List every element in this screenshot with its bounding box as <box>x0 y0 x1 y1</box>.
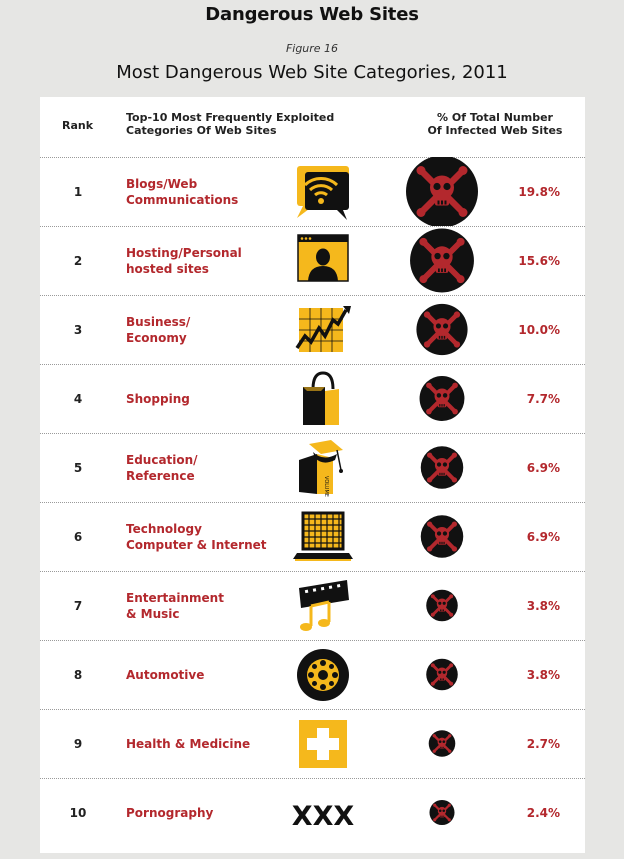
percent-cell: 15.6% <box>518 253 560 268</box>
music-film-icon <box>299 580 349 631</box>
category-line1: Hosting/Personal <box>126 245 242 260</box>
category-line1: Entertainment <box>126 590 224 605</box>
figure-title: Most Dangerous Web Site Categories, 2011 <box>116 62 508 83</box>
header-percent-line1: % Of Total Number <box>437 111 553 124</box>
personal-profile-icon <box>297 234 349 282</box>
category-cell: Education/Reference <box>126 433 276 502</box>
percent-cell: 10.0% <box>518 322 560 337</box>
rank-cell: 2 <box>73 253 83 268</box>
xxx-icon: XXX <box>292 801 355 832</box>
wheel-icon <box>297 649 349 701</box>
table-row: 6 Technology Computer & Internet 6.9% <box>40 502 585 571</box>
medical-cross-icon <box>299 720 347 768</box>
category-line2: Computer & Internet <box>126 537 267 552</box>
category-line1: Health & Medicine <box>126 736 251 751</box>
skull-marker <box>420 515 464 558</box>
category-cell: Automotive <box>126 640 276 709</box>
header-category: Top-10 Most Frequently Exploited Categor… <box>126 111 356 137</box>
header-rank: Rank <box>62 119 94 132</box>
skull-marker <box>426 589 458 622</box>
rank-cell: 4 <box>73 391 83 406</box>
rank-cell: 8 <box>73 667 83 682</box>
percent-cell: 6.9% <box>526 460 560 475</box>
category-line1: Pornography <box>126 805 214 820</box>
skull-marker <box>406 157 478 226</box>
table-row: 4 Shopping 7.7% <box>40 364 585 433</box>
row-divider <box>40 778 585 779</box>
row-divider <box>40 571 585 572</box>
category-line2: Reference <box>126 468 195 483</box>
skull-marker <box>429 799 455 826</box>
category-cell: Pornography <box>126 778 276 847</box>
percent-cell: 3.8% <box>526 667 560 682</box>
percent-cell: 7.7% <box>526 391 560 406</box>
speech-bubble-wifi-icon <box>297 166 349 220</box>
category-line1: Education/ <box>126 452 198 467</box>
row-divider <box>40 157 585 158</box>
category-line2: hosted sites <box>126 261 209 276</box>
svg-text:VOLUME 2: VOLUME 2 <box>323 476 329 498</box>
rank-cell: 6 <box>73 529 83 544</box>
row-divider <box>40 226 585 227</box>
figure-label: Figure 16 <box>285 42 339 55</box>
category-cell: Entertainment & Music <box>126 571 276 640</box>
header-category-line2: Categories Of Web Sites <box>126 124 277 137</box>
category-cell: Technology Computer & Internet <box>126 502 276 571</box>
category-line2: Economy <box>126 330 187 345</box>
category-cell: Hosting/Personal hosted sites <box>126 226 276 295</box>
category-cell: Blogs/Web Communications <box>126 157 276 226</box>
rank-cell: 7 <box>73 598 83 613</box>
page-title: Dangerous Web Sites <box>205 4 419 25</box>
row-divider <box>40 364 585 365</box>
percent-cell: 3.8% <box>526 598 560 613</box>
percent-cell: 19.8% <box>518 184 560 199</box>
rank-cell: 5 <box>73 460 83 475</box>
category-cell: Business/Economy <box>126 295 276 364</box>
category-cell: Shopping <box>126 364 276 433</box>
row-divider <box>40 709 585 710</box>
table-row: 1 Blogs/Web Communications 19.8% <box>40 157 585 226</box>
row-divider <box>40 502 585 503</box>
xxx-icon-text: XXX <box>292 801 355 832</box>
shopping-bag-icon <box>303 371 339 425</box>
stock-chart-icon <box>295 306 351 352</box>
table-row: 8 Automotive 3.8% <box>40 640 585 709</box>
header-category-line1: Top-10 Most Frequently Exploited <box>126 111 335 124</box>
table-row: 10 Pornography XXX 2.4% <box>40 778 585 847</box>
table-panel: Rank Top-10 Most Frequently Exploited Ca… <box>40 97 585 853</box>
percent-cell: 2.4% <box>526 805 560 820</box>
rank-cell: 10 <box>69 805 87 820</box>
category-line2: & Music <box>126 606 180 621</box>
skull-marker <box>426 658 458 691</box>
table-row: 7 Entertainment & Music 3.8% <box>40 571 585 640</box>
rank-cell: 9 <box>73 736 83 751</box>
table-row: 5 Education/Reference VOLUME 2 6.9% <box>40 433 585 502</box>
laptop-icon <box>293 511 353 561</box>
row-divider <box>40 433 585 434</box>
skull-marker <box>428 730 456 757</box>
percent-cell: 6.9% <box>526 529 560 544</box>
table-row: 2 Hosting/Personal hosted sites 15.6% <box>40 226 585 295</box>
category-line1: Shopping <box>126 391 190 406</box>
skull-marker <box>420 446 464 489</box>
category-line1: Automotive <box>126 667 205 682</box>
percent-cell: 2.7% <box>526 736 560 751</box>
books-graduation-cap-icon: VOLUME 2 <box>299 440 343 498</box>
category-line1: Blogs/Web <box>126 176 198 191</box>
header-percent-line2: Of Infected Web Sites <box>427 124 563 137</box>
table-row: 9 Health & Medicine 2.7% <box>40 709 585 778</box>
row-divider <box>40 295 585 296</box>
category-line1: Technology <box>126 521 202 536</box>
header-percent: % Of Total Number Of Infected Web Sites <box>410 111 580 137</box>
rank-cell: 1 <box>73 184 83 199</box>
row-divider <box>40 640 585 641</box>
category-cell: Health & Medicine <box>126 709 276 778</box>
table-row: 3 Business/Economy 10.0% <box>40 295 585 364</box>
category-line1: Business/ <box>126 314 191 329</box>
category-line2: Communications <box>126 192 239 207</box>
skull-marker <box>416 303 468 356</box>
skull-marker <box>410 228 474 293</box>
skull-marker <box>419 376 465 421</box>
rank-cell: 3 <box>73 322 83 337</box>
